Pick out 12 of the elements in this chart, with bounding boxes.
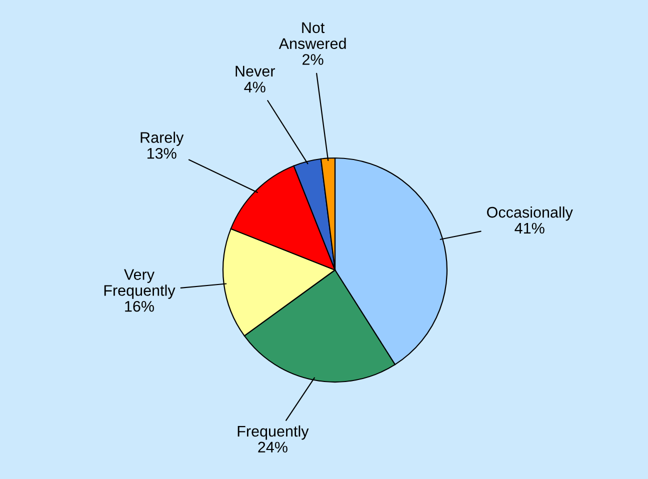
- slice-label: Rarely: [140, 132, 184, 146]
- slice-label: Very Frequently: [104, 269, 176, 299]
- slice-label: Not Answered: [278, 22, 346, 49]
- data-label: 41%: [514, 222, 544, 234]
- data-label: 24%: [258, 442, 288, 453]
- slice-label: Occasionally: [487, 206, 573, 221]
- data-label: 16%: [125, 300, 154, 312]
- slice-label: Frequently: [238, 425, 309, 440]
- data-label: 13%: [147, 148, 176, 159]
- data-label: 4%: [244, 82, 266, 92]
- slice-label: Never: [236, 66, 275, 77]
- data-label: 2%: [302, 54, 324, 65]
